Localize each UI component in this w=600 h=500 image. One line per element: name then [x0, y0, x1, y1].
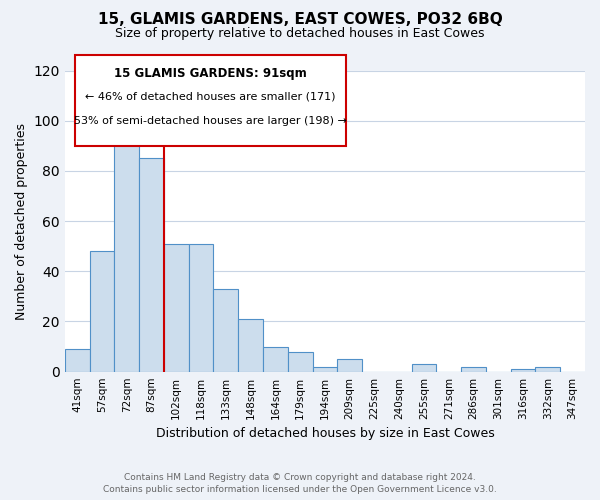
FancyBboxPatch shape — [75, 56, 346, 146]
Text: Size of property relative to detached houses in East Cowes: Size of property relative to detached ho… — [115, 28, 485, 40]
Bar — [313, 366, 337, 372]
Bar — [511, 369, 535, 372]
Bar — [461, 366, 486, 372]
Bar — [288, 352, 313, 372]
Text: 15, GLAMIS GARDENS, EAST COWES, PO32 6BQ: 15, GLAMIS GARDENS, EAST COWES, PO32 6BQ — [98, 12, 502, 28]
Y-axis label: Number of detached properties: Number of detached properties — [15, 122, 28, 320]
Bar — [412, 364, 436, 372]
Bar — [65, 349, 89, 372]
Bar — [337, 359, 362, 372]
X-axis label: Distribution of detached houses by size in East Cowes: Distribution of detached houses by size … — [155, 427, 494, 440]
Text: 53% of semi-detached houses are larger (198) →: 53% of semi-detached houses are larger (… — [74, 116, 347, 126]
Bar — [238, 319, 263, 372]
Bar — [214, 289, 238, 372]
Bar — [115, 120, 139, 372]
Bar — [89, 251, 115, 372]
Text: Contains HM Land Registry data © Crown copyright and database right 2024.: Contains HM Land Registry data © Crown c… — [124, 472, 476, 482]
Text: ← 46% of detached houses are smaller (171): ← 46% of detached houses are smaller (17… — [85, 92, 336, 102]
Bar — [535, 366, 560, 372]
Text: 15 GLAMIS GARDENS: 91sqm: 15 GLAMIS GARDENS: 91sqm — [114, 68, 307, 80]
Bar — [139, 158, 164, 372]
Text: Contains public sector information licensed under the Open Government Licence v3: Contains public sector information licen… — [103, 485, 497, 494]
Bar — [164, 244, 188, 372]
Bar — [263, 346, 288, 372]
Bar — [188, 244, 214, 372]
